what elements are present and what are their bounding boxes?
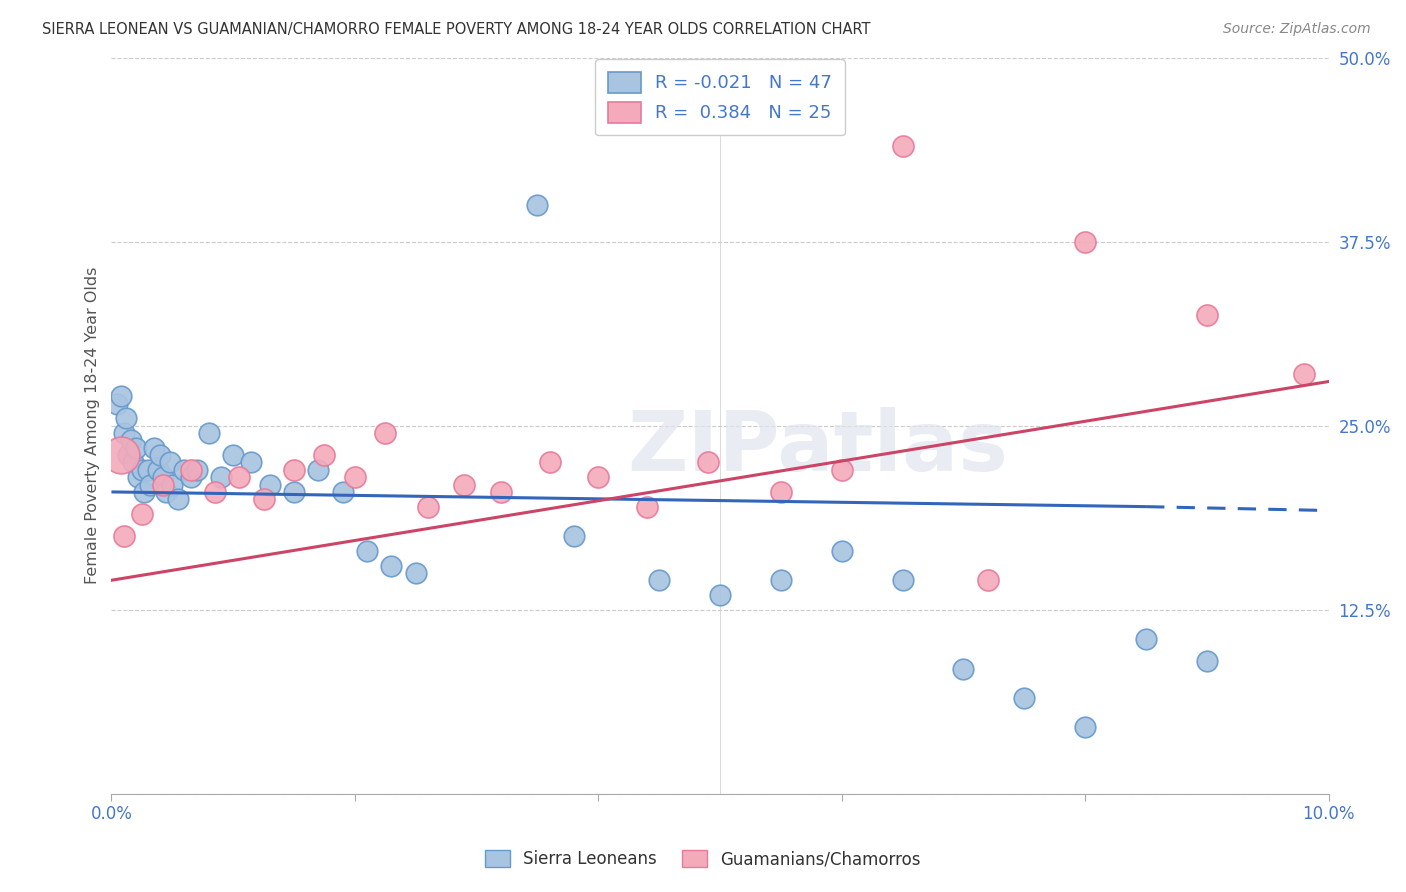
Point — [380, 558, 402, 573]
Point — [228, 470, 250, 484]
Point — [139, 477, 162, 491]
Point — [131, 507, 153, 521]
Point — [143, 441, 166, 455]
Point — [115, 411, 138, 425]
Point — [588, 470, 610, 484]
Point — [891, 139, 914, 153]
Point — [167, 492, 190, 507]
Point — [696, 455, 718, 469]
Point — [146, 463, 169, 477]
Point — [204, 484, 226, 499]
Point — [186, 463, 208, 477]
Point — [136, 463, 159, 477]
Point — [1014, 691, 1036, 706]
Y-axis label: Female Poverty Among 18-24 Year Olds: Female Poverty Among 18-24 Year Olds — [86, 267, 100, 584]
Point — [374, 425, 396, 440]
Point — [180, 470, 202, 484]
Point — [131, 463, 153, 477]
Point — [180, 463, 202, 477]
Point — [562, 529, 585, 543]
Point — [526, 198, 548, 212]
Point — [538, 455, 561, 469]
Point — [648, 573, 671, 587]
Point — [332, 484, 354, 499]
Point — [314, 448, 336, 462]
Point — [120, 434, 142, 448]
Point — [416, 500, 439, 514]
Legend: Sierra Leoneans, Guamanians/Chamorros: Sierra Leoneans, Guamanians/Chamorros — [478, 843, 928, 875]
Point — [307, 463, 329, 477]
Point — [122, 455, 145, 469]
Point — [1074, 235, 1097, 249]
Point — [110, 389, 132, 403]
Point — [1074, 721, 1097, 735]
Text: SIERRA LEONEAN VS GUAMANIAN/CHAMORRO FEMALE POVERTY AMONG 18-24 YEAR OLDS CORREL: SIERRA LEONEAN VS GUAMANIAN/CHAMORRO FEM… — [42, 22, 870, 37]
Point — [283, 463, 305, 477]
Point — [1135, 632, 1157, 646]
Point — [134, 484, 156, 499]
Point — [405, 566, 427, 580]
Point — [1294, 367, 1316, 381]
Point — [489, 484, 512, 499]
Point — [107, 396, 129, 410]
Point — [209, 470, 232, 484]
Point — [162, 477, 184, 491]
Point — [112, 425, 135, 440]
Point — [356, 543, 378, 558]
Point — [769, 484, 792, 499]
Point — [173, 463, 195, 477]
Text: Source: ZipAtlas.com: Source: ZipAtlas.com — [1223, 22, 1371, 37]
Point — [149, 448, 172, 462]
Point — [453, 477, 475, 491]
Point — [110, 448, 132, 462]
Point — [769, 573, 792, 587]
Point — [636, 500, 658, 514]
Point — [831, 463, 853, 477]
Point — [831, 543, 853, 558]
Point — [252, 492, 274, 507]
Point — [259, 477, 281, 491]
Point — [125, 441, 148, 455]
Text: ZIPatlas: ZIPatlas — [627, 408, 1008, 488]
Point — [159, 455, 181, 469]
Point — [112, 529, 135, 543]
Point — [709, 588, 731, 602]
Point — [197, 425, 219, 440]
Point — [155, 484, 177, 499]
Point — [283, 484, 305, 499]
Point — [1195, 308, 1218, 322]
Point — [127, 470, 149, 484]
Point — [222, 448, 245, 462]
Point — [891, 573, 914, 587]
Point — [240, 455, 263, 469]
Point — [152, 477, 174, 491]
Point — [1195, 654, 1218, 668]
Point — [152, 470, 174, 484]
Point — [343, 470, 366, 484]
Point — [117, 448, 139, 462]
Legend: R = -0.021   N = 47, R =  0.384   N = 25: R = -0.021 N = 47, R = 0.384 N = 25 — [596, 60, 845, 136]
Point — [977, 573, 1000, 587]
Point — [952, 662, 974, 676]
